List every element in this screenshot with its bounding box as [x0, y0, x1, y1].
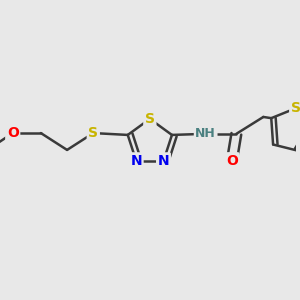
- Text: N: N: [158, 154, 169, 168]
- Text: N: N: [130, 154, 142, 168]
- Text: S: S: [145, 112, 155, 126]
- Text: O: O: [7, 126, 19, 140]
- Text: NH: NH: [195, 127, 216, 140]
- Text: O: O: [226, 154, 238, 168]
- Text: S: S: [291, 101, 300, 115]
- Text: S: S: [88, 126, 98, 140]
